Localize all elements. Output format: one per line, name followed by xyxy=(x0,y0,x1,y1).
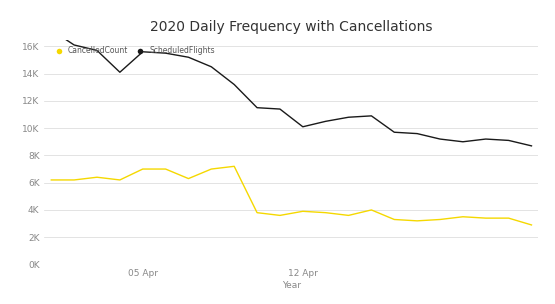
Title: 2020 Daily Frequency with Cancellations: 2020 Daily Frequency with Cancellations xyxy=(150,20,433,34)
Legend: CancelledCount, ScheduledFlights: CancelledCount, ScheduledFlights xyxy=(48,43,218,58)
X-axis label: Year: Year xyxy=(282,281,301,290)
